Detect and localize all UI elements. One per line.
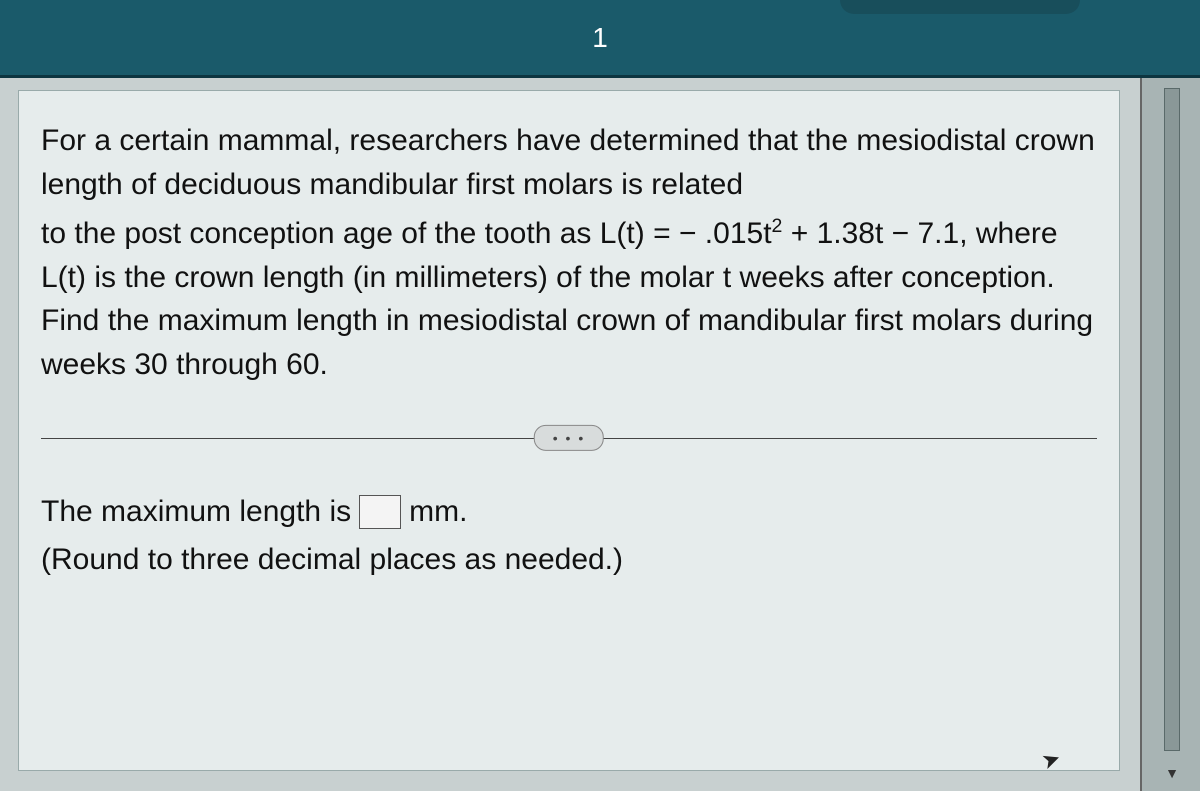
formula-lhs: L(t) = [600,217,679,250]
rounding-hint: (Round to three decimal places as needed… [41,538,1097,582]
divider-pill[interactable]: • • • [534,425,604,451]
q2-prefix: to the post conception age of the tooth … [41,217,600,250]
answer-unit: mm. [409,490,467,534]
section-divider: • • • [41,426,1097,450]
page-number: 1 [592,22,608,54]
formula-exponent: 2 [772,215,783,237]
question-text-2: to the post conception age of the tooth … [41,212,1097,386]
scroll-track[interactable] [1164,88,1180,751]
answer-label-before: The maximum length is [41,490,351,534]
question-text-1: For a certain mammal, researchers have d… [41,119,1097,206]
answer-row: The maximum length is mm. [41,490,1097,534]
scroll-down-icon[interactable]: ▼ [1164,763,1180,783]
vertical-scrollbar[interactable]: ▼ [1140,78,1200,791]
formula-rest: + 1.38t − 7.1, [791,217,968,250]
answer-input[interactable] [359,495,401,529]
expand-icon: • • • [553,430,585,446]
formula-term1: − .015t [679,217,772,250]
question-panel: For a certain mammal, researchers have d… [18,90,1120,771]
top-pill-shadow [840,0,1080,14]
